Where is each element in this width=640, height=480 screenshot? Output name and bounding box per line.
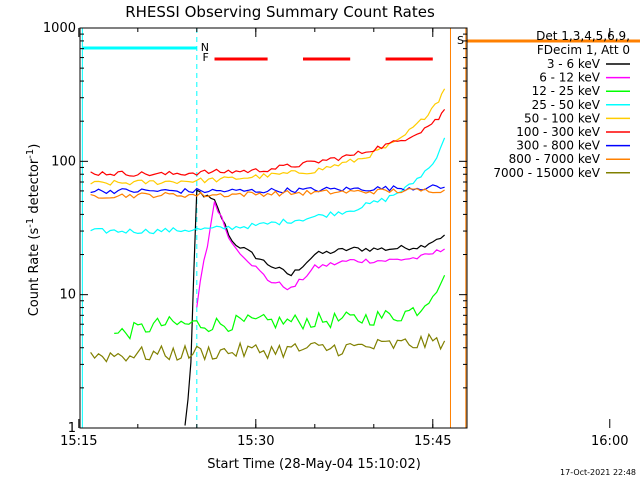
series-line [90, 109, 446, 177]
chart-title: RHESSI Observing Summary Count Rates [125, 3, 435, 21]
legend-entry-label: 300 - 800 keV [516, 139, 600, 153]
x-tick-label: 16:00 [591, 434, 628, 449]
y-tick-label: 100 [51, 154, 76, 169]
generated-timestamp: 17-Oct-2021 22:48 [560, 468, 636, 477]
night-label: N [201, 41, 209, 54]
legend-entry-label: 50 - 100 keV [524, 111, 601, 125]
x-tick-label: 15:30 [237, 434, 274, 449]
series-line [90, 187, 445, 199]
legend-entry-label: 12 - 25 keV [532, 84, 601, 98]
legend-entry-label: 6 - 12 keV [539, 71, 601, 85]
legend-entry-label: 3 - 6 keV [547, 57, 601, 71]
series-line [90, 184, 445, 195]
legend-entry-label: 800 - 7000 keV [509, 152, 601, 166]
y-tick-label: 10 [59, 288, 76, 303]
series-line [114, 274, 446, 340]
attenuator-label: S [457, 34, 464, 47]
flare-label: F [203, 51, 209, 64]
plot-frame [79, 27, 468, 429]
legend: Det 1,3,4,5,6,9, FDecim 1, Att 0 3 - 6 k… [493, 29, 630, 180]
series-line [196, 201, 445, 308]
y-tick-label: 1000 [43, 21, 76, 36]
y-axis-label: Count Rate (s-1 detector-1) [25, 144, 42, 317]
legend-entry-label: 100 - 300 keV [516, 125, 600, 139]
legend-header-1: Det 1,3,4,5,6,9, [536, 29, 630, 43]
legend-header-2: FDecim 1, Att 0 [537, 43, 630, 57]
legend-entry-label: 25 - 50 keV [532, 98, 601, 112]
series-layer [90, 88, 446, 426]
x-axis-label: Start Time (28-May-04 15:10:02) [207, 457, 421, 472]
x-tick-label: 15:15 [60, 434, 97, 449]
series-line [90, 332, 446, 363]
y-tick-label: 1 [68, 421, 76, 436]
observing-markers: NF S [81, 28, 640, 428]
x-tick-label: 15:45 [414, 434, 451, 449]
series-line [90, 88, 446, 186]
series-line [90, 137, 446, 235]
legend-entry-label: 7000 - 15000 keV [493, 166, 600, 180]
y-axis-ticks: 1 10 100 1000 [43, 21, 467, 436]
